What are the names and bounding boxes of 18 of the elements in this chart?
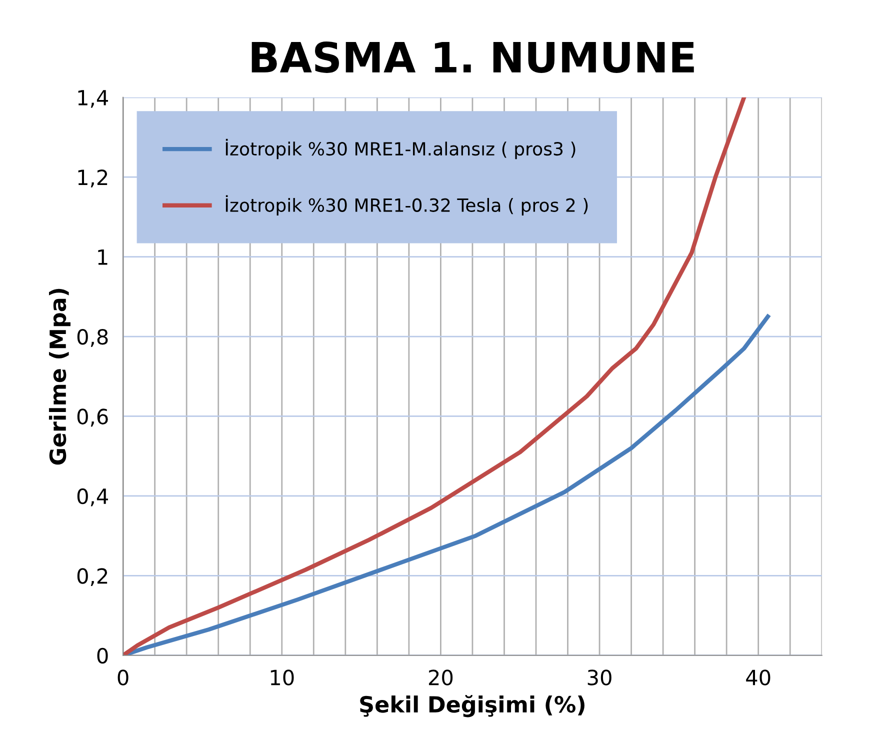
x-tick-label: 20 xyxy=(428,670,453,686)
chart-title: BASMA 1. NUMUNE xyxy=(252,41,694,73)
x-tick-label: 40 xyxy=(746,670,770,686)
y-tick-label: 0,8 xyxy=(77,328,108,347)
y-tick-label: 0,2 xyxy=(77,568,108,586)
x-tick-label: 30 xyxy=(588,670,612,686)
x-tick-label: 10 xyxy=(270,670,294,686)
legend-label: İzotropik %30 MRE1-0.32 Tesla ( pros 2 ) xyxy=(226,195,588,216)
y-tick-label: 1,2 xyxy=(78,170,108,188)
y-tick-label: 0,6 xyxy=(77,408,108,427)
x-tick-label: 0 xyxy=(118,670,128,686)
x-axis-title: Şekil Değişimi (%) xyxy=(360,694,584,718)
legend-label: İzotropik %30 MRE1-M.alansız ( pros3 ) xyxy=(226,138,576,160)
y-tick-label: 0,4 xyxy=(77,488,108,506)
y-axis-title: Gerilme (Mpa) xyxy=(48,288,70,465)
y-tick-label: 0 xyxy=(97,648,108,664)
y-tick-label: 1,4 xyxy=(78,90,108,108)
y-tick-label: 1 xyxy=(98,250,108,265)
